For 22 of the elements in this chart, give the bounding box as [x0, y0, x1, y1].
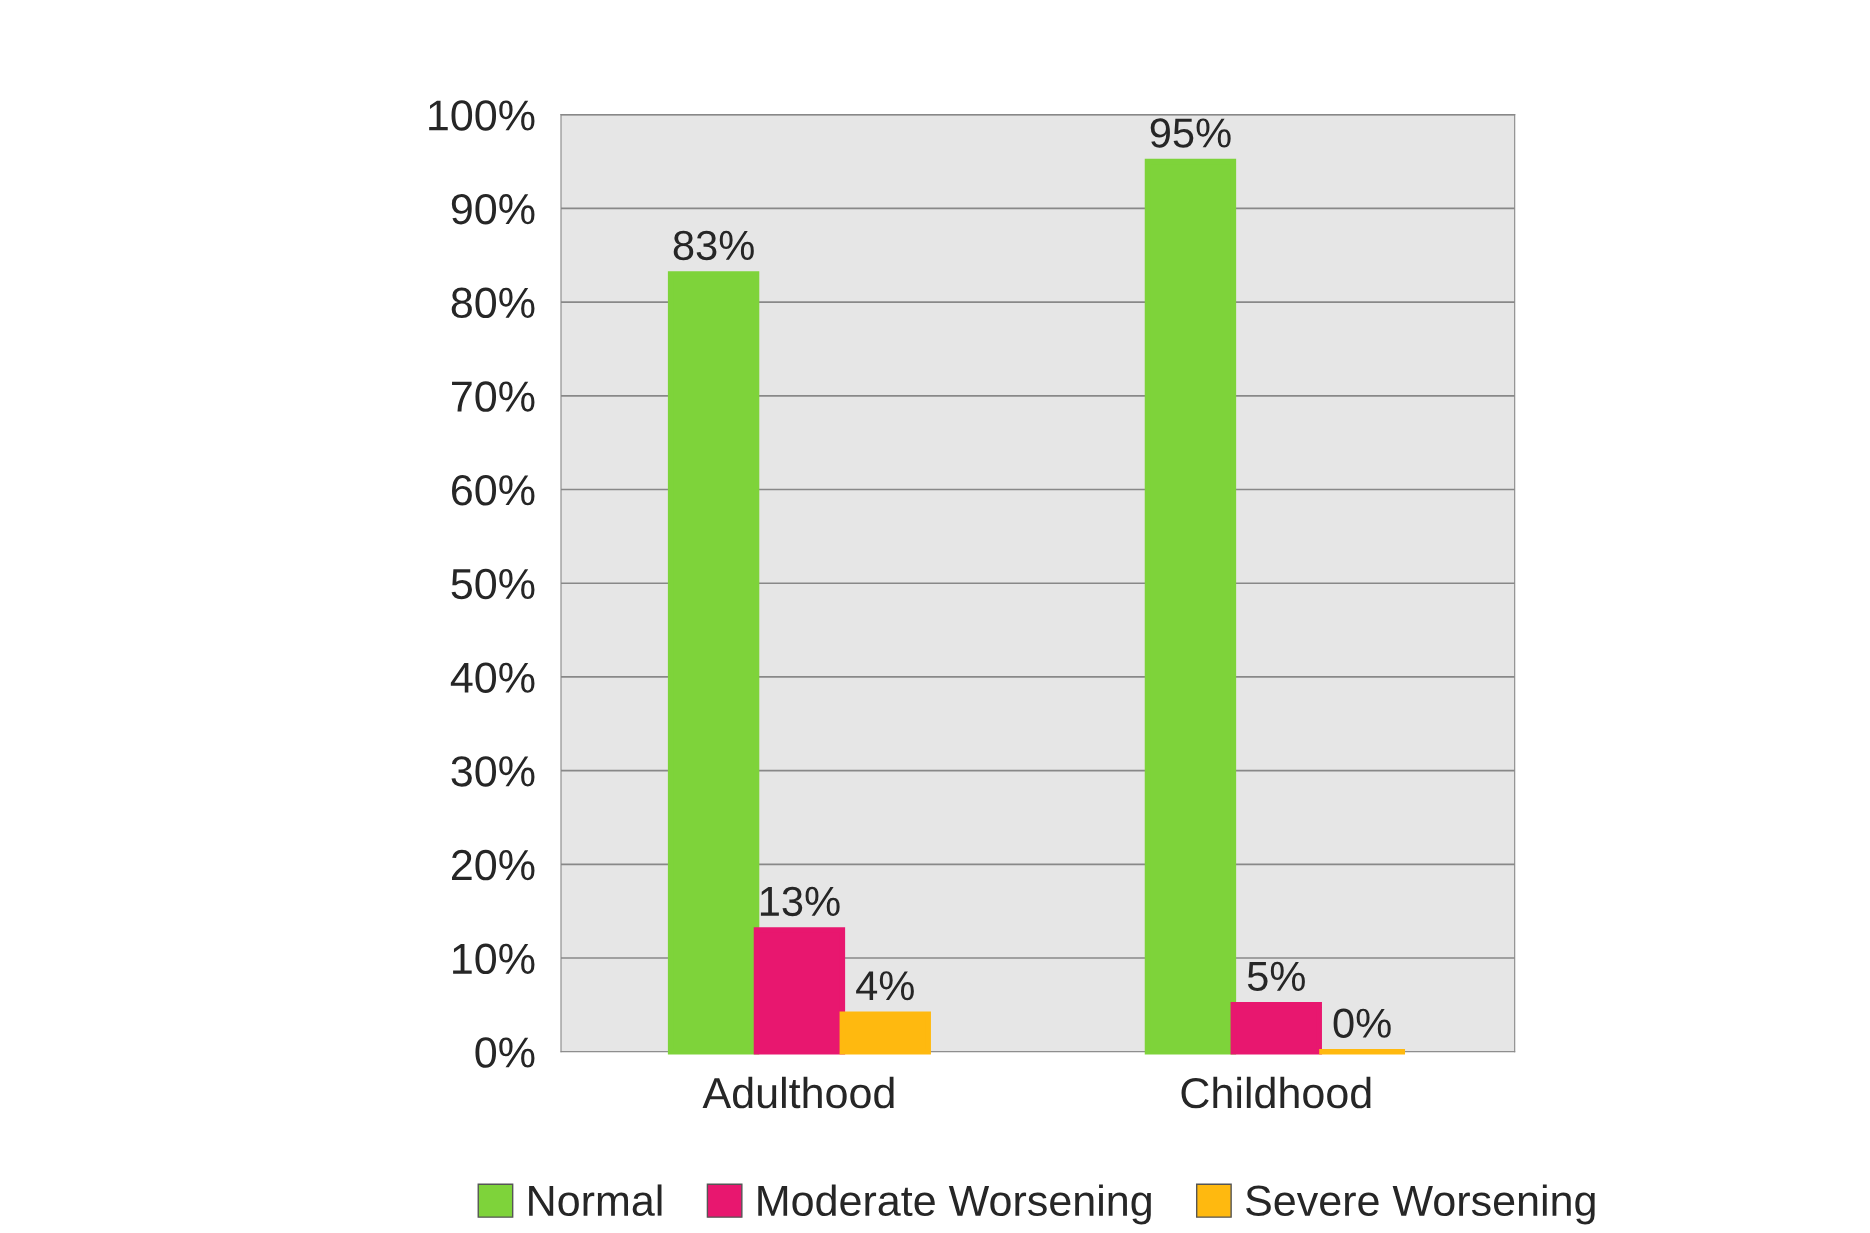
x-tick-label: Adulthood — [702, 1076, 894, 1109]
data-label: 4% — [856, 971, 914, 1001]
y-tick-label: 90% — [451, 193, 535, 225]
y-tick-label: 10% — [453, 943, 535, 975]
data-label: 95% — [1150, 118, 1231, 148]
x-tick-label: Childhood — [1181, 1076, 1371, 1109]
y-tick-label: 100% — [429, 100, 535, 131]
y-tick-label: 80% — [451, 287, 535, 319]
y-tick-label: 20% — [451, 849, 535, 881]
data-label: 5% — [1247, 961, 1305, 992]
y-tick-label: 60% — [452, 475, 535, 506]
y-tick-label: 50% — [451, 568, 535, 600]
data-label: 0% — [1333, 1008, 1391, 1038]
legend-label: Severe Worsening — [1246, 1184, 1595, 1225]
data-label: 13% — [760, 886, 840, 917]
y-tick-label: 0% — [475, 1037, 535, 1068]
y-tick-label: 30% — [451, 756, 535, 787]
legend-label: Moderate Worsening — [758, 1184, 1151, 1225]
y-tick-label: 70% — [452, 381, 535, 412]
legend-label: Normal — [529, 1184, 662, 1217]
data-label: 83% — [673, 230, 754, 261]
y-tick-label: 40% — [450, 662, 535, 693]
